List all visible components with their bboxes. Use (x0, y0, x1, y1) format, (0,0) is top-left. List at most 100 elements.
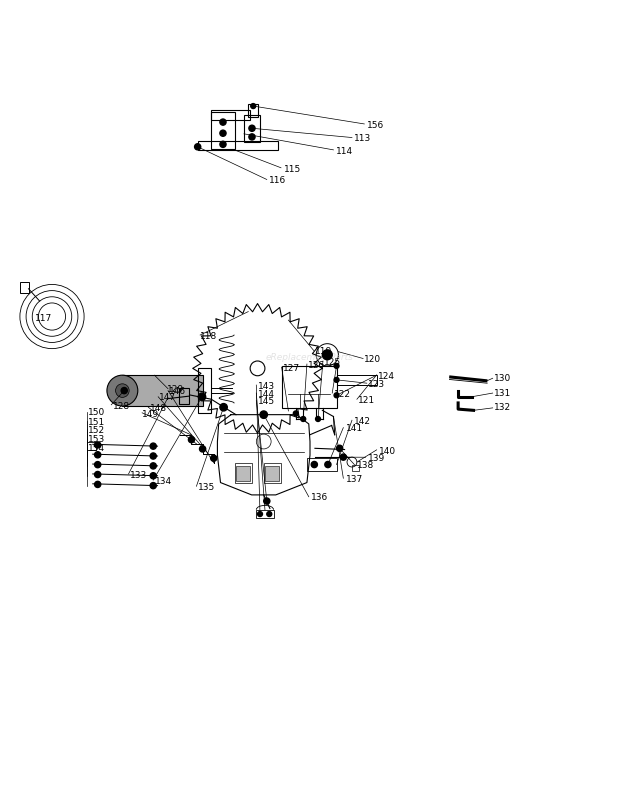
Text: 128: 128 (112, 401, 130, 411)
Text: 149: 149 (142, 410, 159, 419)
Circle shape (334, 377, 339, 382)
Text: 123: 123 (368, 380, 385, 389)
Bar (87, 443, 97, 450)
Bar (236, 466, 249, 482)
Text: 142: 142 (355, 417, 371, 426)
Bar (265, 466, 278, 482)
Circle shape (267, 512, 272, 517)
Circle shape (322, 350, 332, 360)
Circle shape (340, 454, 347, 460)
Text: 145: 145 (257, 397, 275, 406)
Text: 130: 130 (494, 374, 511, 383)
Bar (211, 112, 235, 150)
Bar (337, 375, 377, 384)
Text: 138: 138 (357, 462, 374, 470)
Text: 144: 144 (257, 390, 275, 399)
Circle shape (121, 388, 127, 394)
Text: 147: 147 (159, 393, 177, 403)
Text: 127: 127 (283, 364, 300, 373)
Circle shape (195, 144, 201, 150)
Circle shape (325, 462, 331, 467)
Text: 153: 153 (88, 435, 105, 444)
Bar (307, 458, 337, 470)
Circle shape (95, 482, 101, 487)
Circle shape (220, 404, 228, 411)
Circle shape (311, 462, 317, 467)
Circle shape (150, 473, 156, 479)
Text: 129: 129 (167, 385, 184, 395)
Bar (282, 366, 337, 408)
Bar (198, 141, 278, 150)
Bar (122, 375, 203, 406)
Text: 143: 143 (257, 382, 275, 391)
Circle shape (316, 416, 321, 421)
Text: 151: 151 (88, 418, 105, 427)
Text: 125: 125 (324, 357, 342, 367)
Text: 124: 124 (378, 372, 395, 381)
Text: 131: 131 (494, 388, 511, 397)
Text: 152: 152 (88, 426, 105, 435)
Bar (264, 462, 281, 482)
Circle shape (95, 462, 101, 468)
Circle shape (211, 455, 217, 461)
Text: 117: 117 (35, 314, 53, 323)
Circle shape (260, 411, 267, 419)
Circle shape (150, 453, 156, 459)
Text: 137: 137 (346, 475, 363, 484)
Text: eReplacementParts: eReplacementParts (266, 353, 354, 362)
Circle shape (337, 445, 343, 451)
Bar (235, 462, 252, 482)
Text: 146: 146 (169, 388, 187, 396)
Text: 141: 141 (346, 424, 363, 433)
Circle shape (264, 498, 270, 504)
Bar (198, 368, 211, 413)
Text: 139: 139 (368, 454, 385, 463)
Circle shape (150, 462, 156, 469)
Circle shape (334, 364, 339, 369)
Circle shape (200, 446, 206, 452)
Circle shape (150, 443, 156, 449)
Text: 114: 114 (336, 146, 353, 155)
Text: 116: 116 (269, 176, 286, 185)
Text: 148: 148 (149, 404, 167, 413)
Circle shape (334, 392, 339, 398)
Text: 121: 121 (358, 396, 375, 405)
Bar (20, 282, 29, 293)
Text: 113: 113 (355, 135, 371, 143)
Text: 119: 119 (315, 347, 332, 356)
Circle shape (95, 442, 101, 448)
Bar (256, 509, 273, 518)
Circle shape (220, 141, 226, 147)
Bar (248, 103, 258, 117)
Circle shape (249, 134, 255, 140)
Text: 134: 134 (154, 477, 172, 486)
Circle shape (220, 119, 226, 125)
Circle shape (188, 436, 195, 443)
Bar (211, 110, 249, 119)
Text: 135: 135 (198, 483, 215, 492)
Circle shape (257, 512, 262, 517)
Bar (179, 388, 189, 404)
Bar (244, 115, 260, 142)
Circle shape (107, 375, 138, 406)
Circle shape (293, 411, 298, 416)
Text: 133: 133 (130, 470, 147, 480)
Text: 120: 120 (365, 355, 381, 365)
Circle shape (95, 451, 101, 458)
Circle shape (198, 393, 206, 400)
Text: 150: 150 (88, 408, 105, 417)
Circle shape (150, 482, 156, 489)
Text: 115: 115 (283, 165, 301, 174)
Circle shape (250, 103, 255, 108)
Circle shape (301, 416, 306, 421)
Circle shape (115, 384, 129, 397)
Circle shape (95, 471, 101, 478)
Bar (352, 465, 360, 470)
Text: 140: 140 (379, 447, 396, 455)
Circle shape (220, 130, 226, 136)
Text: 136: 136 (311, 494, 329, 502)
Text: 126: 126 (308, 361, 326, 370)
Text: 154: 154 (88, 444, 105, 453)
Text: 132: 132 (494, 404, 511, 412)
Circle shape (249, 125, 255, 131)
